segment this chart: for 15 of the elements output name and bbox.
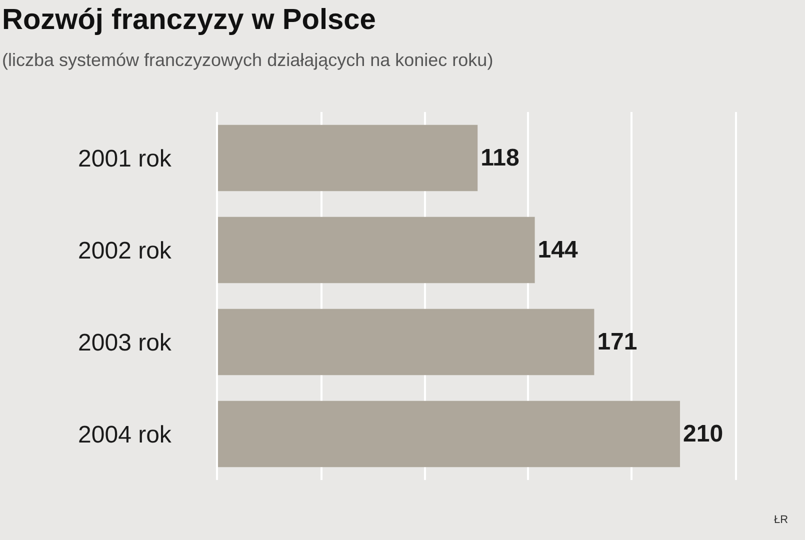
chart-subtitle: (liczba systemów franczyzowych działających na koniec roku) bbox=[2, 50, 494, 70]
y-tick-label: 2001 rok bbox=[78, 145, 172, 172]
chart-title: Rozwój franczyzy w Polsce bbox=[2, 4, 376, 36]
bar bbox=[218, 124, 478, 192]
data-label: 171 bbox=[597, 328, 638, 356]
text: ŁR bbox=[774, 514, 788, 526]
bar bbox=[218, 400, 680, 468]
y-tick-label: 2004 rok bbox=[78, 421, 172, 448]
bar bbox=[218, 216, 535, 284]
y-tick-label: 2003 rok bbox=[78, 329, 172, 356]
bar bbox=[218, 308, 594, 376]
data-label: 144 bbox=[538, 236, 578, 264]
data-label: 210 bbox=[683, 420, 724, 448]
data-label: 118 bbox=[480, 144, 520, 172]
y-tick-label: 2002 rok bbox=[78, 237, 172, 264]
